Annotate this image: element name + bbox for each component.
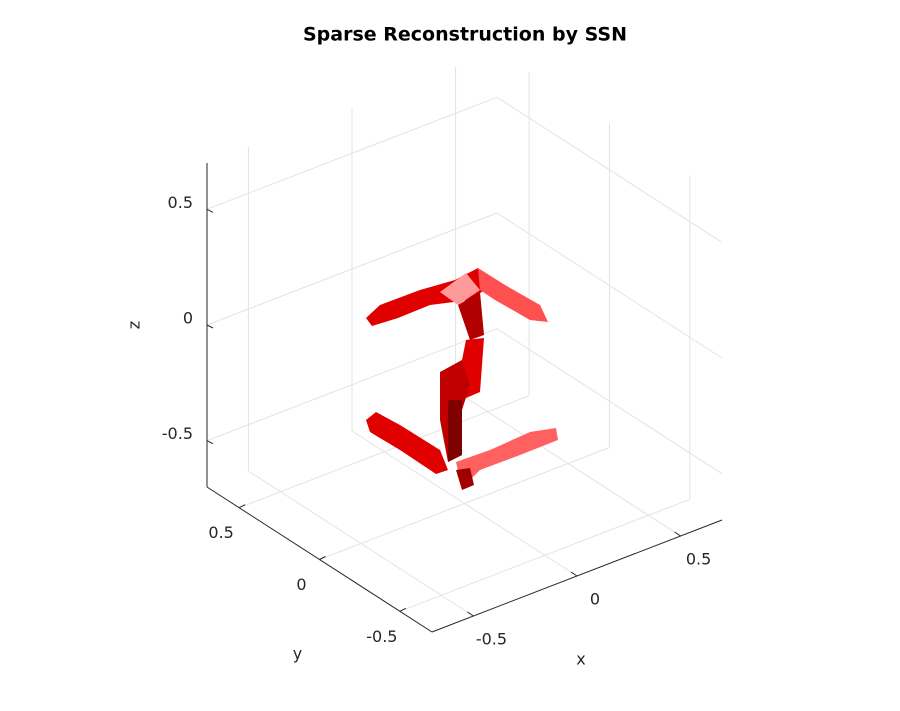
z-axis-label: z (125, 321, 144, 329)
chart-title: Sparse Reconstruction by SSN (303, 24, 627, 46)
y-tick (319, 556, 326, 560)
y-tick (238, 504, 246, 509)
surface-patch (440, 273, 480, 305)
grid-line (496, 96, 723, 243)
x-tick-label: -0.5 (476, 630, 507, 649)
grid-line (206, 96, 498, 210)
y-axis-label: y (293, 644, 302, 663)
y-tick-label: 0 (296, 575, 306, 594)
y-tick-label: -0.5 (366, 627, 397, 646)
z-tick (206, 324, 214, 329)
grid-line (206, 328, 498, 442)
reconstruction-surface (366, 268, 558, 490)
axes: -0.5 0 0.5 -0.5 0 0.5 -0.5 0 0.5 x y z (125, 163, 723, 669)
z-tick-label: 0.5 (168, 193, 193, 212)
y-tick (399, 607, 407, 612)
surface-patch (448, 400, 462, 462)
x-tick-label: 0.5 (686, 550, 711, 569)
x-axis-label: x (576, 650, 585, 669)
grid-line (399, 498, 691, 612)
x-tick (467, 611, 474, 617)
x-tick (570, 571, 578, 577)
grid-line (496, 328, 723, 475)
surface-patch (456, 428, 558, 488)
x-tick-label: 0 (590, 590, 600, 609)
grid-line (319, 447, 610, 560)
grid-line (238, 395, 530, 509)
z-tick (206, 208, 214, 213)
grid (206, 67, 723, 617)
surface-patch (478, 268, 548, 322)
surface-patch (456, 468, 474, 490)
z-tick-label: 0 (183, 309, 193, 328)
y-tick-label: 0.5 (208, 523, 233, 542)
surface-patch (366, 412, 448, 474)
grid-line (206, 212, 498, 326)
z-tick-label: -0.5 (162, 424, 193, 443)
surface-patch (458, 292, 484, 340)
z-tick (206, 440, 214, 445)
x-tick (674, 531, 681, 537)
grid-line (496, 212, 723, 359)
